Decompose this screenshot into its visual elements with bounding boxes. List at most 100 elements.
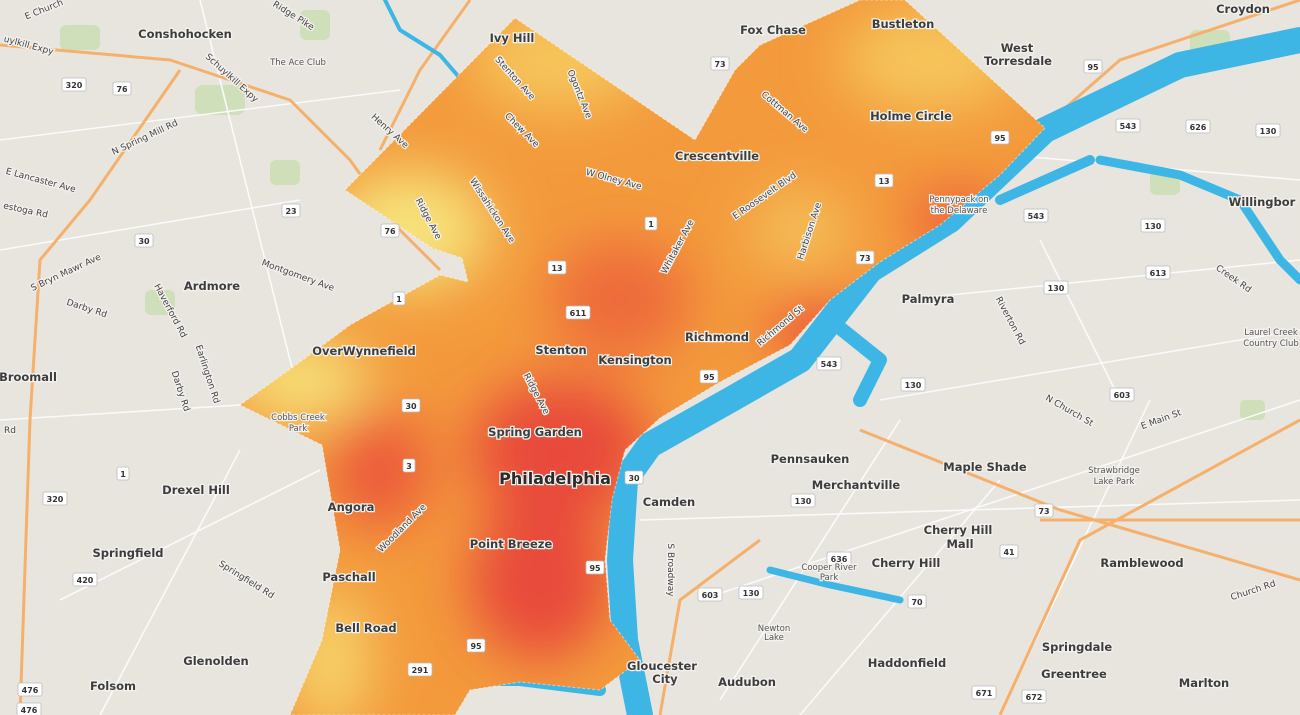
route-shield: 476 [17, 682, 43, 697]
svg-text:30: 30 [138, 237, 150, 246]
route-shield: 13 [874, 173, 894, 188]
place-label: Willingbor [1229, 195, 1296, 209]
svg-text:613: 613 [1150, 269, 1167, 278]
svg-text:1: 1 [648, 220, 654, 229]
place-label: Palmyra [902, 292, 955, 306]
route-shield: 320 [61, 77, 87, 92]
place-label: Newton [758, 624, 790, 634]
svg-text:3: 3 [406, 462, 412, 471]
route-shield: 30 [624, 470, 644, 485]
place-label: Folsom [90, 679, 136, 693]
place-label: Cherry Hill [924, 523, 993, 537]
svg-text:603: 603 [702, 591, 719, 600]
route-shield: 543 [816, 356, 842, 371]
svg-text:611: 611 [570, 309, 587, 318]
route-shield: 671 [971, 685, 997, 700]
place-label: OverWynnefield [312, 344, 416, 358]
route-shield: 73 [855, 250, 875, 265]
svg-text:476: 476 [22, 686, 39, 695]
place-label: West [1001, 41, 1034, 55]
route-shield: 30 [134, 233, 154, 248]
place-label: Marlton [1179, 676, 1229, 690]
route-shield: 41 [999, 544, 1019, 559]
place-label: Crescentville [675, 149, 759, 163]
route-shield: 476 [16, 702, 42, 715]
place-label: Cobbs Creek [271, 413, 325, 423]
route-shield: 130 [738, 585, 764, 600]
place-label: Cherry Hill [872, 556, 941, 570]
place-label: Torresdale [984, 54, 1052, 68]
place-label: Mall [946, 537, 973, 551]
place-label: Pennsauken [771, 452, 850, 466]
place-label: Holme Circle [870, 109, 952, 123]
place-label: Springfield [92, 546, 163, 560]
route-shield: 95 [990, 130, 1010, 145]
place-label: Paschall [322, 570, 375, 584]
svg-text:671: 671 [976, 689, 993, 698]
place-label: Merchantville [812, 478, 901, 492]
road-label: estoga Rd [2, 201, 48, 220]
svg-text:95: 95 [589, 564, 601, 573]
place-label: Conshohocken [138, 27, 232, 41]
place-label: Gloucester [627, 659, 697, 673]
svg-text:130: 130 [795, 497, 812, 506]
place-label: Drexel Hill [162, 483, 230, 497]
svg-text:543: 543 [821, 360, 838, 369]
svg-text:30: 30 [405, 402, 417, 411]
svg-text:95: 95 [994, 134, 1006, 143]
svg-text:76: 76 [116, 85, 128, 94]
svg-text:130: 130 [1145, 222, 1162, 231]
place-label: Spring Garden [488, 425, 582, 439]
road-label: Riverton Rd [993, 295, 1027, 346]
road-label: Darby Rd [169, 370, 191, 413]
route-shield: 3 [402, 458, 416, 473]
route-shield: 130 [1043, 280, 1069, 295]
route-shield: 603 [697, 587, 723, 602]
svg-text:320: 320 [47, 495, 64, 504]
route-shield: 70 [907, 594, 927, 609]
route-shield: 626 [1185, 119, 1211, 134]
route-shield: 636 [826, 551, 852, 566]
road-label: S Broadway [665, 543, 675, 597]
route-shield: 1 [644, 216, 658, 231]
svg-text:291: 291 [412, 666, 429, 675]
svg-text:636: 636 [831, 555, 848, 564]
place-label: Bell Road [335, 621, 396, 635]
route-shield: 95 [466, 638, 486, 653]
svg-text:420: 420 [77, 576, 94, 585]
place-label: Cooper River [801, 563, 857, 573]
city-label: Philadelphia [499, 469, 611, 488]
svg-text:76: 76 [384, 227, 396, 236]
place-label: Country Club [1243, 339, 1299, 349]
place-label: Maple Shade [943, 460, 1027, 474]
route-shield: 73 [710, 56, 730, 71]
route-shield: 291 [407, 662, 433, 677]
road-label: Creek Rd [1214, 264, 1253, 296]
route-shield: 95 [1083, 59, 1103, 74]
place-label: City [652, 672, 678, 686]
route-shield: 420 [72, 572, 98, 587]
road-label: E Lancaster Ave [4, 167, 77, 195]
svg-text:13: 13 [878, 177, 889, 186]
route-shield: 73 [1034, 503, 1054, 518]
svg-text:1: 1 [120, 470, 126, 479]
route-shield: 95 [585, 560, 605, 575]
svg-text:23: 23 [285, 207, 296, 216]
route-shield: 1 [392, 291, 406, 306]
svg-text:1: 1 [396, 295, 402, 304]
route-shield: 1 [116, 466, 130, 481]
route-shield: 76 [380, 223, 400, 238]
route-shield: 611 [565, 305, 591, 320]
place-label: Ivy Hill [490, 31, 535, 45]
route-shield: 543 [1115, 118, 1141, 133]
svg-text:130: 130 [1260, 127, 1277, 136]
place-label: Fox Chase [740, 23, 806, 37]
route-shield: 320 [42, 491, 68, 506]
place-label: Audubon [718, 675, 776, 689]
svg-text:95: 95 [703, 373, 715, 382]
route-shield: 23 [281, 203, 301, 218]
svg-text:543: 543 [1028, 212, 1045, 221]
road-label: Earlington Rd [193, 344, 221, 405]
